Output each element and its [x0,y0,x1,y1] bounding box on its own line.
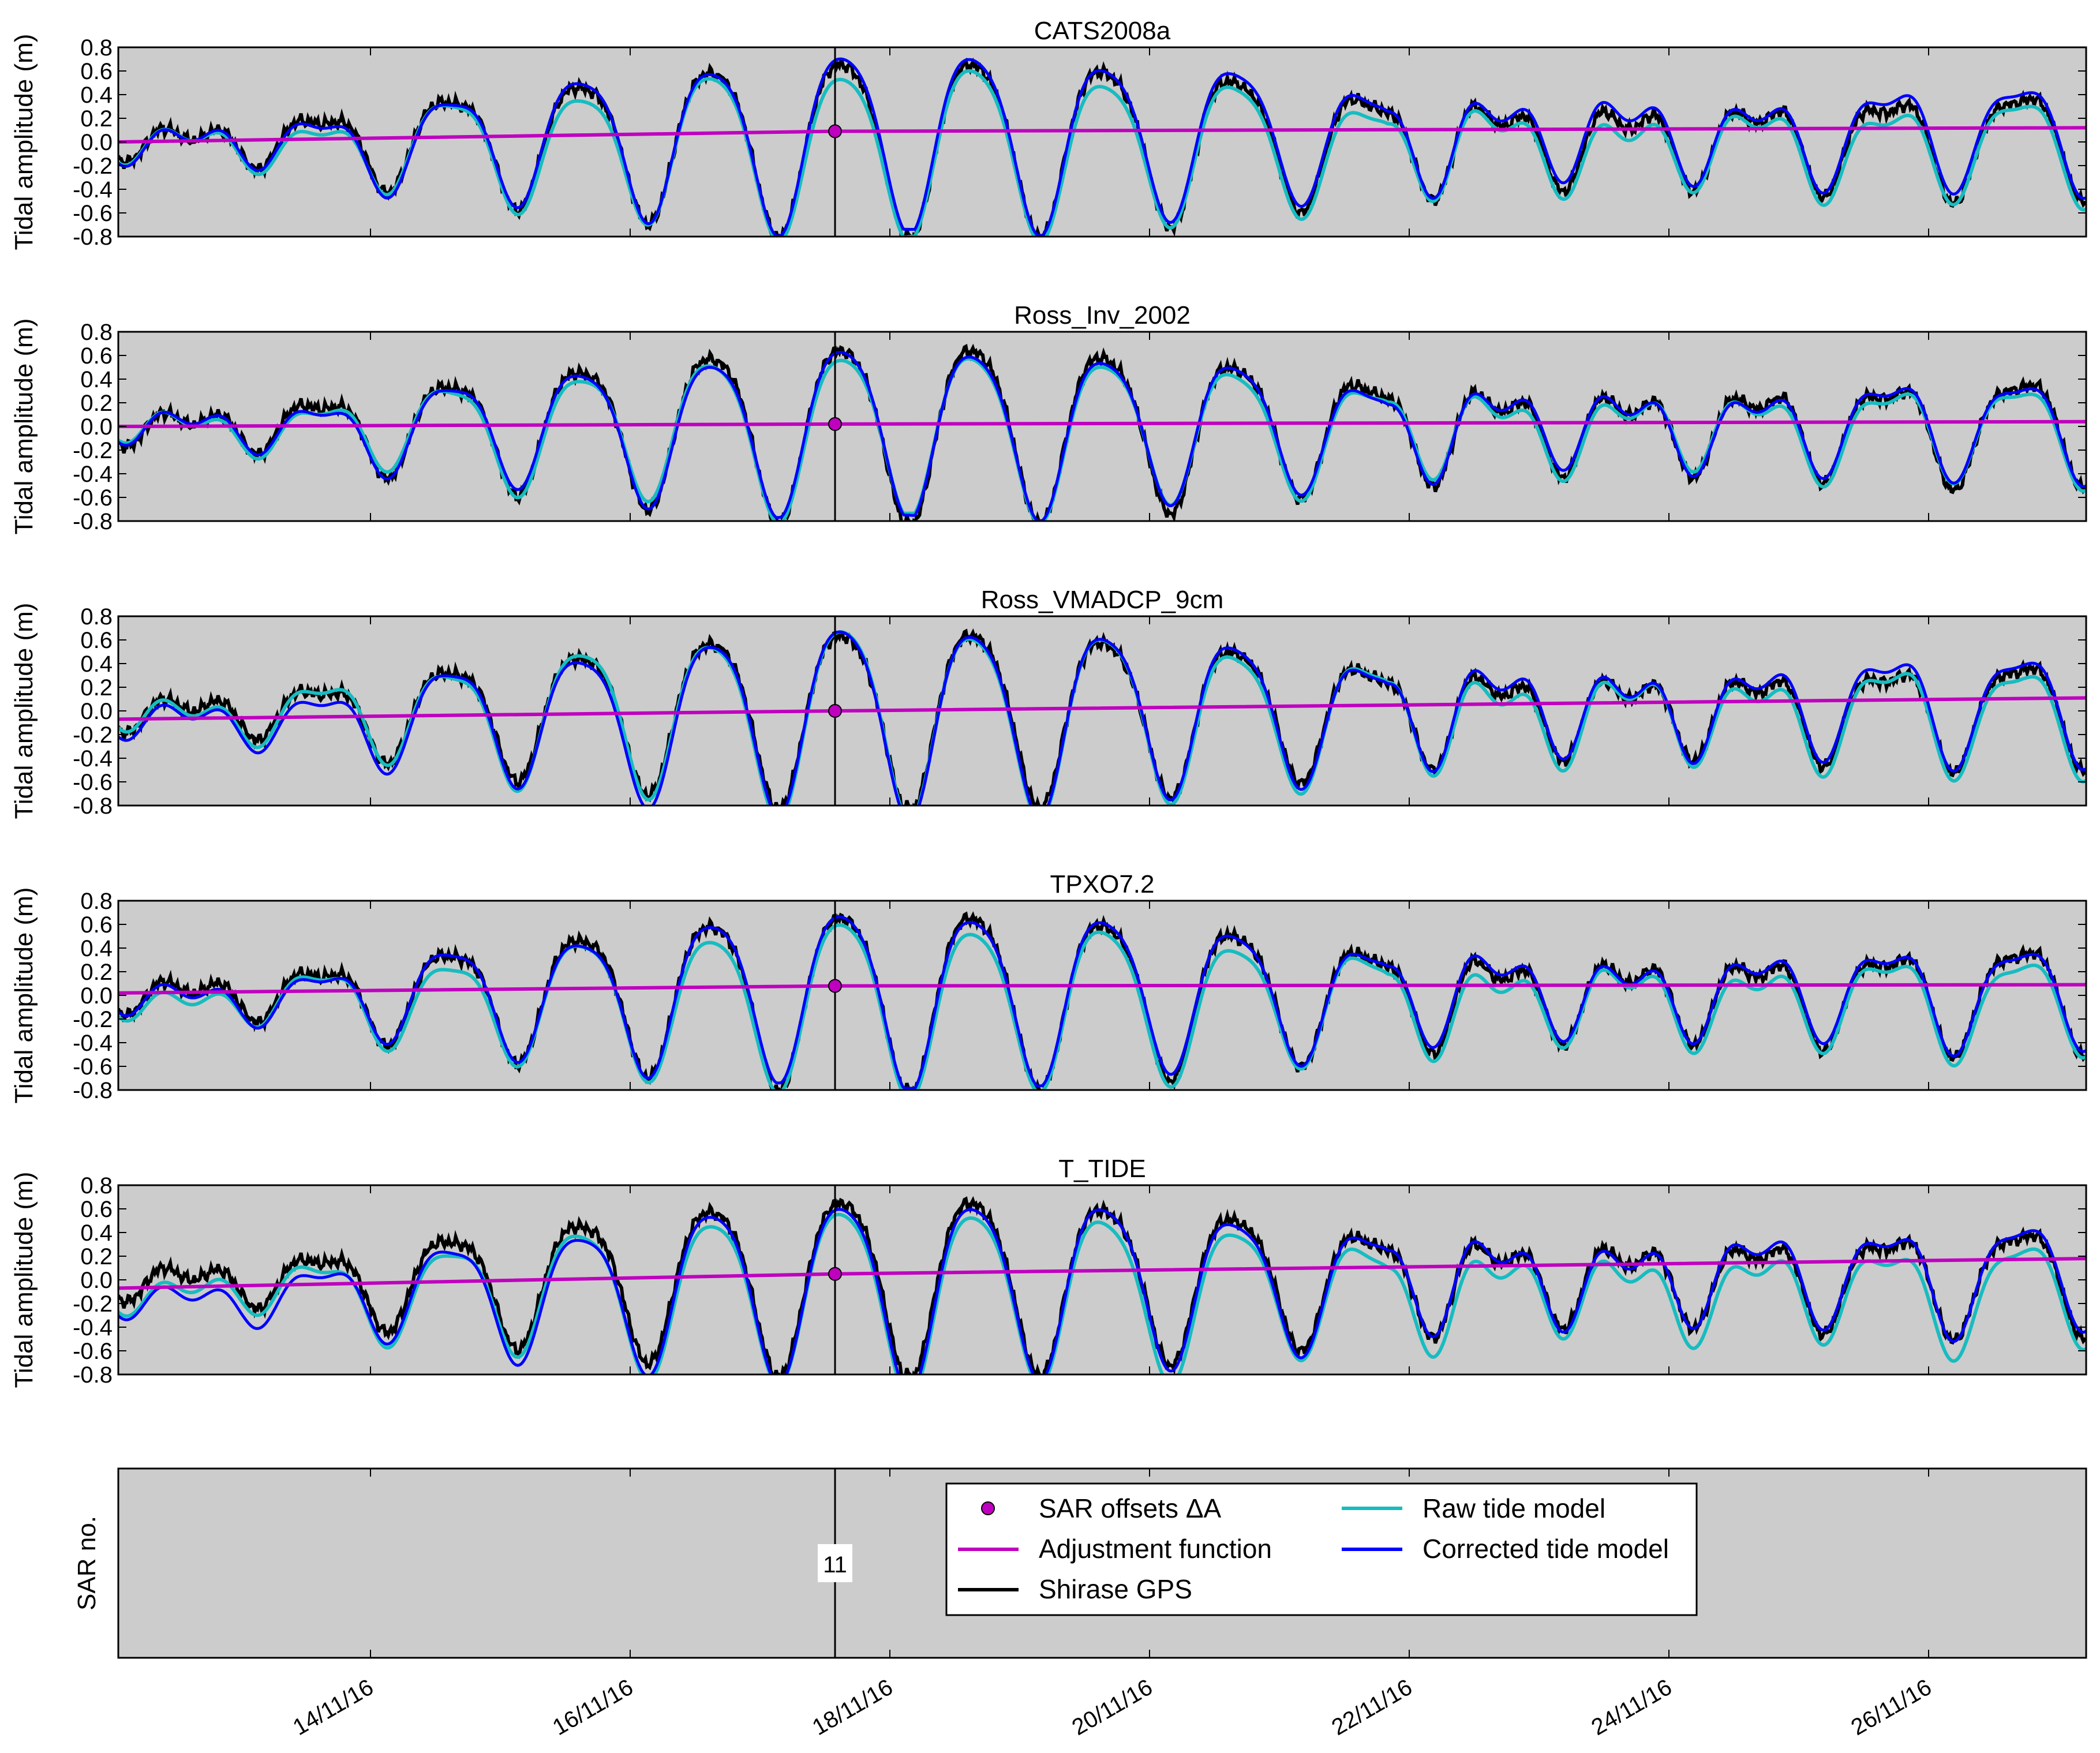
y-axis-label: Tidal amplitude (m) [10,1172,38,1388]
panel-3: 0.80.60.40.20.0-0.2-0.4-0.6-0.8 Ross_VMAD… [10,586,2087,819]
x-tick-label: 24/11/16 [1587,1675,1676,1740]
sar-offset-marker [828,417,842,431]
y-tick-label: 0.4 [80,1220,113,1246]
panel-1: 0.80.60.40.20.0-0.2-0.4-0.6-0.8 CATS2008a… [10,17,2087,250]
legend: SAR offsets ΔA Adjustment function Shira… [945,1482,1698,1616]
corrected-model-series-line [118,57,2086,237]
y-tick-label: -0.6 [73,770,113,795]
y-tick-label: -0.6 [73,1339,113,1364]
panel-title: T_TIDE [1058,1155,1146,1183]
y-tick-label: 0.8 [80,320,113,345]
panel-background [118,47,2086,237]
y-tick-label: -0.8 [73,1078,113,1103]
chart-panels: 0.80.60.40.20.0-0.2-0.4-0.6-0.8CATS2008a… [10,17,2087,1388]
sar-offset-marker [828,1267,842,1281]
raw-model-series-line [118,923,2086,1090]
y-tick-label: 0.6 [80,343,113,369]
sar-marker-label: 11 [823,1552,847,1578]
y-tick-label: 0.2 [80,675,113,701]
panel-5: 0.80.60.40.20.0-0.2-0.4-0.6-0.8 T_TIDE Tid… [10,1155,2087,1388]
y-tick-label: -0.6 [73,201,113,226]
corrected-model-series-line [118,351,2086,521]
panel-title: TPXO7.2 [1050,870,1155,898]
legend-sar-offsets-label: SAR offsets ΔA [1039,1493,1222,1523]
y-tick-label: -0.2 [73,1007,113,1032]
y-tick-label: 0.0 [80,699,113,724]
y-tick-label: 0.4 [80,936,113,961]
y-tick-label: 0.6 [80,59,113,84]
y-tick-label: -0.8 [73,509,113,534]
y-tick-label: 0.8 [80,604,113,630]
y-tick-label: 0.2 [80,1244,113,1269]
y-tick-label: 0.0 [80,130,113,155]
y-tick-label: -0.4 [73,1315,113,1340]
panel-title: Ross_VMADCP_9cm [981,586,1224,614]
y-tick-label: 0.6 [80,912,113,938]
y-tick-label: 0.0 [80,1268,113,1293]
sar-y-axis-label: SAR no. [73,1516,101,1610]
legend-box [945,1482,1698,1616]
y-tick-label: -0.2 [73,1291,113,1317]
y-tick-label: -0.6 [73,1054,113,1080]
corrected-model-series-line [118,1208,2086,1374]
legend-gps-label: Shirase GPS [1039,1574,1192,1604]
sar-panel: 11 SAR no. SAR offsets ΔA Adjustment fun… [73,1467,2087,1659]
legend-adjustment-label: Adjustment function [1039,1534,1272,1564]
x-tick-label: 16/11/16 [548,1675,637,1740]
y-tick-label: -0.4 [73,177,113,203]
legend-sar-offset-marker [981,1501,995,1515]
y-tick-label: 0.0 [80,983,113,1009]
x-tick-label: 14/11/16 [289,1675,377,1740]
corrected-model-series-line [118,630,2086,806]
sar-offset-marker [828,704,842,718]
panel-title: CATS2008a [1034,17,1171,45]
y-tick-label: 0.8 [80,1173,113,1198]
x-tick-label: 22/11/16 [1327,1675,1416,1740]
legend-raw-label: Raw tide model [1423,1493,1605,1523]
y-tick-label: 0.4 [80,367,113,392]
sar-marker-box [818,1544,852,1582]
y-tick-label: 0.0 [80,414,113,440]
y-tick-label: 0.4 [80,651,113,677]
y-tick-label: 0.2 [80,106,113,132]
y-tick-label: 0.2 [80,960,113,985]
y-axis-label: Tidal amplitude (m) [10,887,38,1104]
y-axis-label: Tidal amplitude (m) [10,34,38,250]
sar-offset-marker [828,979,842,993]
y-tick-label: -0.4 [73,462,113,487]
x-tick-label: 20/11/16 [1068,1675,1156,1740]
y-tick-label: -0.8 [73,793,113,819]
raw-model-series-line [118,1212,2086,1374]
panel-2: 0.80.60.40.20.0-0.2-0.4-0.6-0.8 Ross_Inv_… [10,301,2087,535]
x-tick-label: 18/11/16 [808,1675,897,1740]
y-tick-label: 0.6 [80,628,113,653]
y-tick-label: -0.6 [73,485,113,511]
y-tick-label: 0.8 [80,889,113,914]
y-tick-label: 0.4 [80,83,113,108]
y-tick-label: -0.2 [73,153,113,179]
panel-title: Ross_Inv_2002 [1014,301,1191,329]
y-tick-label: -0.2 [73,438,113,463]
gps-series-line [118,343,2086,521]
panel-4: 0.80.60.40.20.0-0.2-0.4-0.6-0.8 TPXO7.2 Ti… [10,870,2087,1104]
corrected-model-series-line [118,915,2086,1090]
y-tick-label: -0.8 [73,224,113,250]
gps-series-line [118,628,2086,806]
sar-offset-marker [828,124,842,138]
legend-corrected-label: Corrected tide model [1423,1534,1669,1564]
plot-area [118,1196,2086,1374]
y-tick-label: -0.2 [73,722,113,748]
y-axis-label: Tidal amplitude (m) [10,319,38,535]
y-tick-label: -0.4 [73,746,113,771]
y-tick-label: 0.8 [80,35,113,61]
y-axis-label: Tidal amplitude (m) [10,603,38,819]
y-tick-label: 0.6 [80,1197,113,1222]
gps-series-line [118,911,2086,1090]
y-tick-label: -0.8 [73,1362,113,1388]
y-tick-label: -0.4 [73,1031,113,1056]
x-tick-label: 26/11/16 [1847,1675,1936,1740]
y-tick-label: 0.2 [80,391,113,416]
